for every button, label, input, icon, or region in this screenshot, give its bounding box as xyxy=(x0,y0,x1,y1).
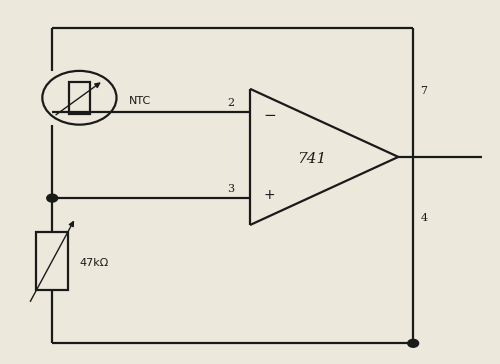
Text: −: − xyxy=(264,108,276,123)
Text: 4: 4 xyxy=(420,213,428,223)
Text: 7: 7 xyxy=(420,86,428,96)
Bar xyxy=(36,232,68,289)
Text: NTC: NTC xyxy=(129,96,151,106)
Bar xyxy=(68,82,90,114)
Text: +: + xyxy=(264,187,276,202)
Text: 3: 3 xyxy=(227,184,234,194)
Text: 741: 741 xyxy=(297,152,326,166)
Text: 47kΩ: 47kΩ xyxy=(80,258,108,268)
Circle shape xyxy=(47,194,58,202)
Text: 2: 2 xyxy=(227,98,234,108)
Circle shape xyxy=(408,339,418,347)
